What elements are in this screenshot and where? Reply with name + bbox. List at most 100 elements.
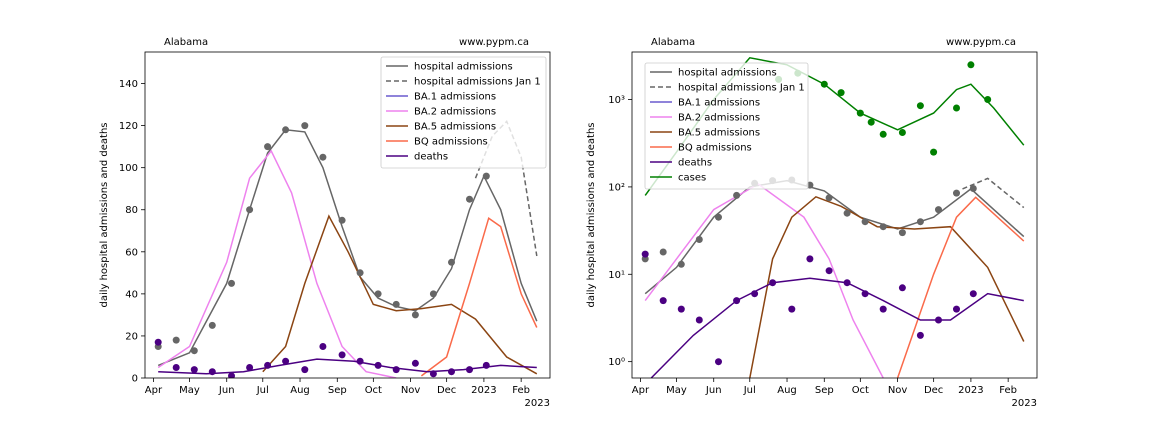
left-point-hospital-admissions-data (319, 153, 327, 161)
right-x-tick-label: Aug (777, 385, 797, 396)
left-series-line-hospital-admissions (157, 129, 538, 367)
left-legend-label-bq-admissions: BQ admissions (414, 137, 488, 148)
right-point-cases-data (837, 89, 845, 97)
left-chart: hospital admissions hospital admissions J… (99, 37, 551, 409)
left-point-hospital-admissions-data (448, 258, 455, 266)
right-point-hospital-admissions-data (935, 206, 942, 214)
left-point-deaths-data (448, 368, 455, 376)
left-x-tick-label: Apr (145, 385, 163, 396)
right-point-hospital-admissions-data (879, 223, 887, 231)
right-legend-label-ba-2-admissions: BA.2 admissions (678, 113, 760, 124)
right-x-tick-label: Jul (743, 385, 756, 396)
right-point-deaths-data (788, 305, 796, 313)
right-point-hospital-admissions-data (733, 191, 741, 199)
left-series-group (154, 120, 538, 378)
left-point-hospital-admissions-data (246, 206, 254, 214)
right-x-tick-label: 2023 (958, 385, 983, 396)
right-legend: hospital admissions hospital admissions J… (644, 62, 809, 190)
left-region-label: Alabama (164, 37, 208, 48)
right-x-tick-label: Jun (705, 385, 722, 396)
right-region-label: Alabama (651, 37, 695, 48)
left-x-tick-label: Nov (401, 385, 421, 396)
left-series-line-ba-2-admissions (157, 149, 397, 378)
right-point-deaths-data (695, 316, 703, 324)
left-point-hospital-admissions-data (282, 126, 290, 134)
left-point-deaths-data (282, 357, 290, 365)
left-point-deaths-data (429, 370, 437, 378)
left-point-deaths-data (466, 366, 473, 374)
right-series-line-ba-2-admissions (644, 183, 884, 378)
right-legend-label-cases: cases (678, 173, 706, 184)
left-point-hospital-admissions-data (228, 279, 235, 287)
right-point-hospital-admissions-data (641, 255, 649, 263)
left-point-deaths-data (374, 361, 382, 369)
right-x-tick-label: Sep (815, 385, 834, 396)
left-axes: Apr May Jun Jul Aug Sep Oct Nov Dec 2023 Feb 0 20 40 6… (119, 51, 551, 396)
right-legend-label-hospital-admissions: hospital admissions (678, 68, 777, 79)
left-source-label: www.pypm.ca (459, 37, 529, 48)
right-ylabel: daily hospital admissions and deaths (586, 122, 597, 307)
left-x-tick-label: Aug (290, 385, 310, 396)
left-axes-frame (144, 51, 551, 379)
right-y-tick-label: 10⁰ (608, 357, 625, 368)
left-point-deaths-data (172, 364, 180, 371)
left-point-deaths-data (482, 361, 490, 369)
left-x-tick-label: Jul (256, 385, 269, 396)
left-point-hospital-admissions-data (466, 195, 473, 203)
left-year-label: 2023 (525, 398, 550, 409)
left-legend-label-hospital-admissions-jan-1: hospital admissions Jan 1 (414, 77, 541, 88)
right-axes: Apr May Jun Jul Aug Sep Oct Nov Dec 2023 Feb 10⁰ 10¹… (608, 51, 1038, 396)
left-point-hospital-admissions-data (301, 122, 309, 130)
left-point-deaths-data (154, 338, 162, 346)
right-point-hospital-admissions-data (916, 218, 924, 226)
left-point-deaths-data (264, 361, 272, 369)
right-x-tick-label: Dec (924, 385, 943, 396)
right-point-cases-data (916, 102, 924, 110)
right-point-hospital-admissions-data (695, 236, 703, 243)
right-point-deaths-data (806, 255, 814, 263)
left-point-hospital-admissions-data (190, 347, 198, 355)
right-point-deaths-data (935, 316, 942, 324)
left-series-line-bq-admissions (420, 216, 538, 377)
right-point-deaths-data (916, 331, 924, 339)
left-x-tick-label: May (179, 385, 200, 396)
left-point-hospital-admissions-data (356, 269, 364, 277)
right-point-hospital-admissions-data (843, 209, 851, 217)
left-legend-label-ba-5-admissions: BA.5 admissions (414, 122, 496, 133)
left-x-tick-label: Oct (365, 385, 382, 396)
right-chart: hospital admissions hospital admissions J… (586, 37, 1038, 409)
right-legend-box (644, 62, 809, 190)
right-point-hospital-admissions-data (861, 218, 869, 226)
right-legend-label-ba-5-admissions: BA.5 admissions (678, 128, 760, 139)
right-point-hospital-admissions-data (898, 229, 906, 237)
right-x-tick-label: Apr (632, 385, 650, 396)
left-x-tick-label: Feb (512, 385, 530, 396)
right-point-cases-data (856, 109, 864, 117)
left-plot-area (154, 120, 538, 378)
right-legend-label-ba-1-admissions: BA.1 admissions (678, 98, 760, 109)
left-point-hospital-admissions-data (429, 290, 437, 298)
right-point-deaths-data (861, 290, 869, 298)
left-legend-label-hospital-admissions: hospital admissions (414, 62, 513, 73)
left-series-line-ba-5-admissions (262, 214, 538, 375)
right-x-tick-label: May (666, 385, 687, 396)
left-y-tick-label: 100 (119, 163, 138, 174)
right-point-deaths-data (879, 305, 887, 313)
right-point-deaths-data (953, 305, 960, 313)
left-y-tick-label: 60 (125, 247, 138, 258)
left-x-tick-label: Sep (328, 385, 347, 396)
right-point-deaths-data (715, 358, 722, 366)
left-x-tick-label: Dec (437, 385, 456, 396)
right-point-deaths-data (769, 279, 777, 287)
left-point-hospital-admissions-data (411, 311, 419, 319)
right-point-hospital-admissions-data (659, 248, 667, 256)
right-point-deaths-data (825, 267, 833, 275)
left-y-tick-label: 40 (125, 289, 138, 300)
right-point-deaths-data (677, 305, 685, 313)
left-point-hospital-admissions-data (482, 172, 490, 180)
right-series-line-hospital-admissions-jan-1 (962, 177, 1025, 209)
right-point-deaths-data (969, 290, 977, 298)
left-point-deaths-data (208, 368, 216, 376)
right-legend-label-hospital-admissions-jan-1: hospital admissions Jan 1 (678, 83, 805, 94)
left-legend-label-ba-1-admissions: BA.1 admissions (414, 92, 496, 103)
